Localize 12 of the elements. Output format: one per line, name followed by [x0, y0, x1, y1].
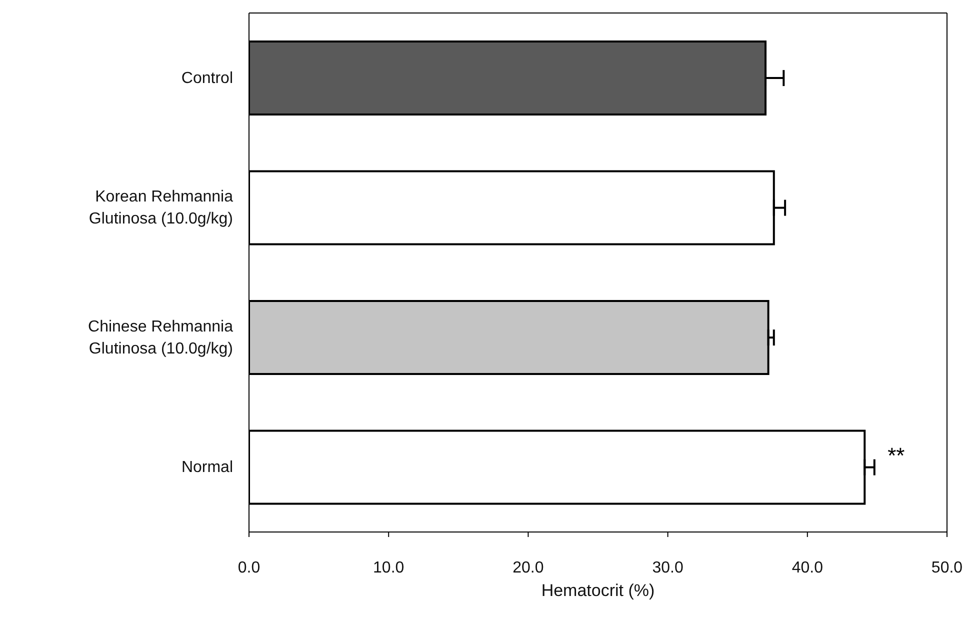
y-tick-label: Chinese Rehmannia Glutinosa (10.0g/kg) [88, 318, 234, 357]
y-tick-label: Normal [181, 458, 233, 476]
x-tick-label: 10.0 [373, 559, 404, 576]
x-axis-title: Hematocrit (%) [541, 581, 655, 600]
x-tick-label: 30.0 [652, 559, 684, 576]
y-tick-label: Korean Rehmannia Glutinosa (10.0g/kg) [88, 188, 234, 228]
x-tick-label: 20.0 [512, 559, 544, 576]
x-tick-label: 40.0 [792, 559, 824, 576]
x-tick-label: 0.0 [238, 559, 260, 576]
y-tick-label: Control [181, 69, 233, 86]
annotation: ** [888, 442, 906, 468]
x-tick-label: 50.0 [931, 559, 963, 576]
